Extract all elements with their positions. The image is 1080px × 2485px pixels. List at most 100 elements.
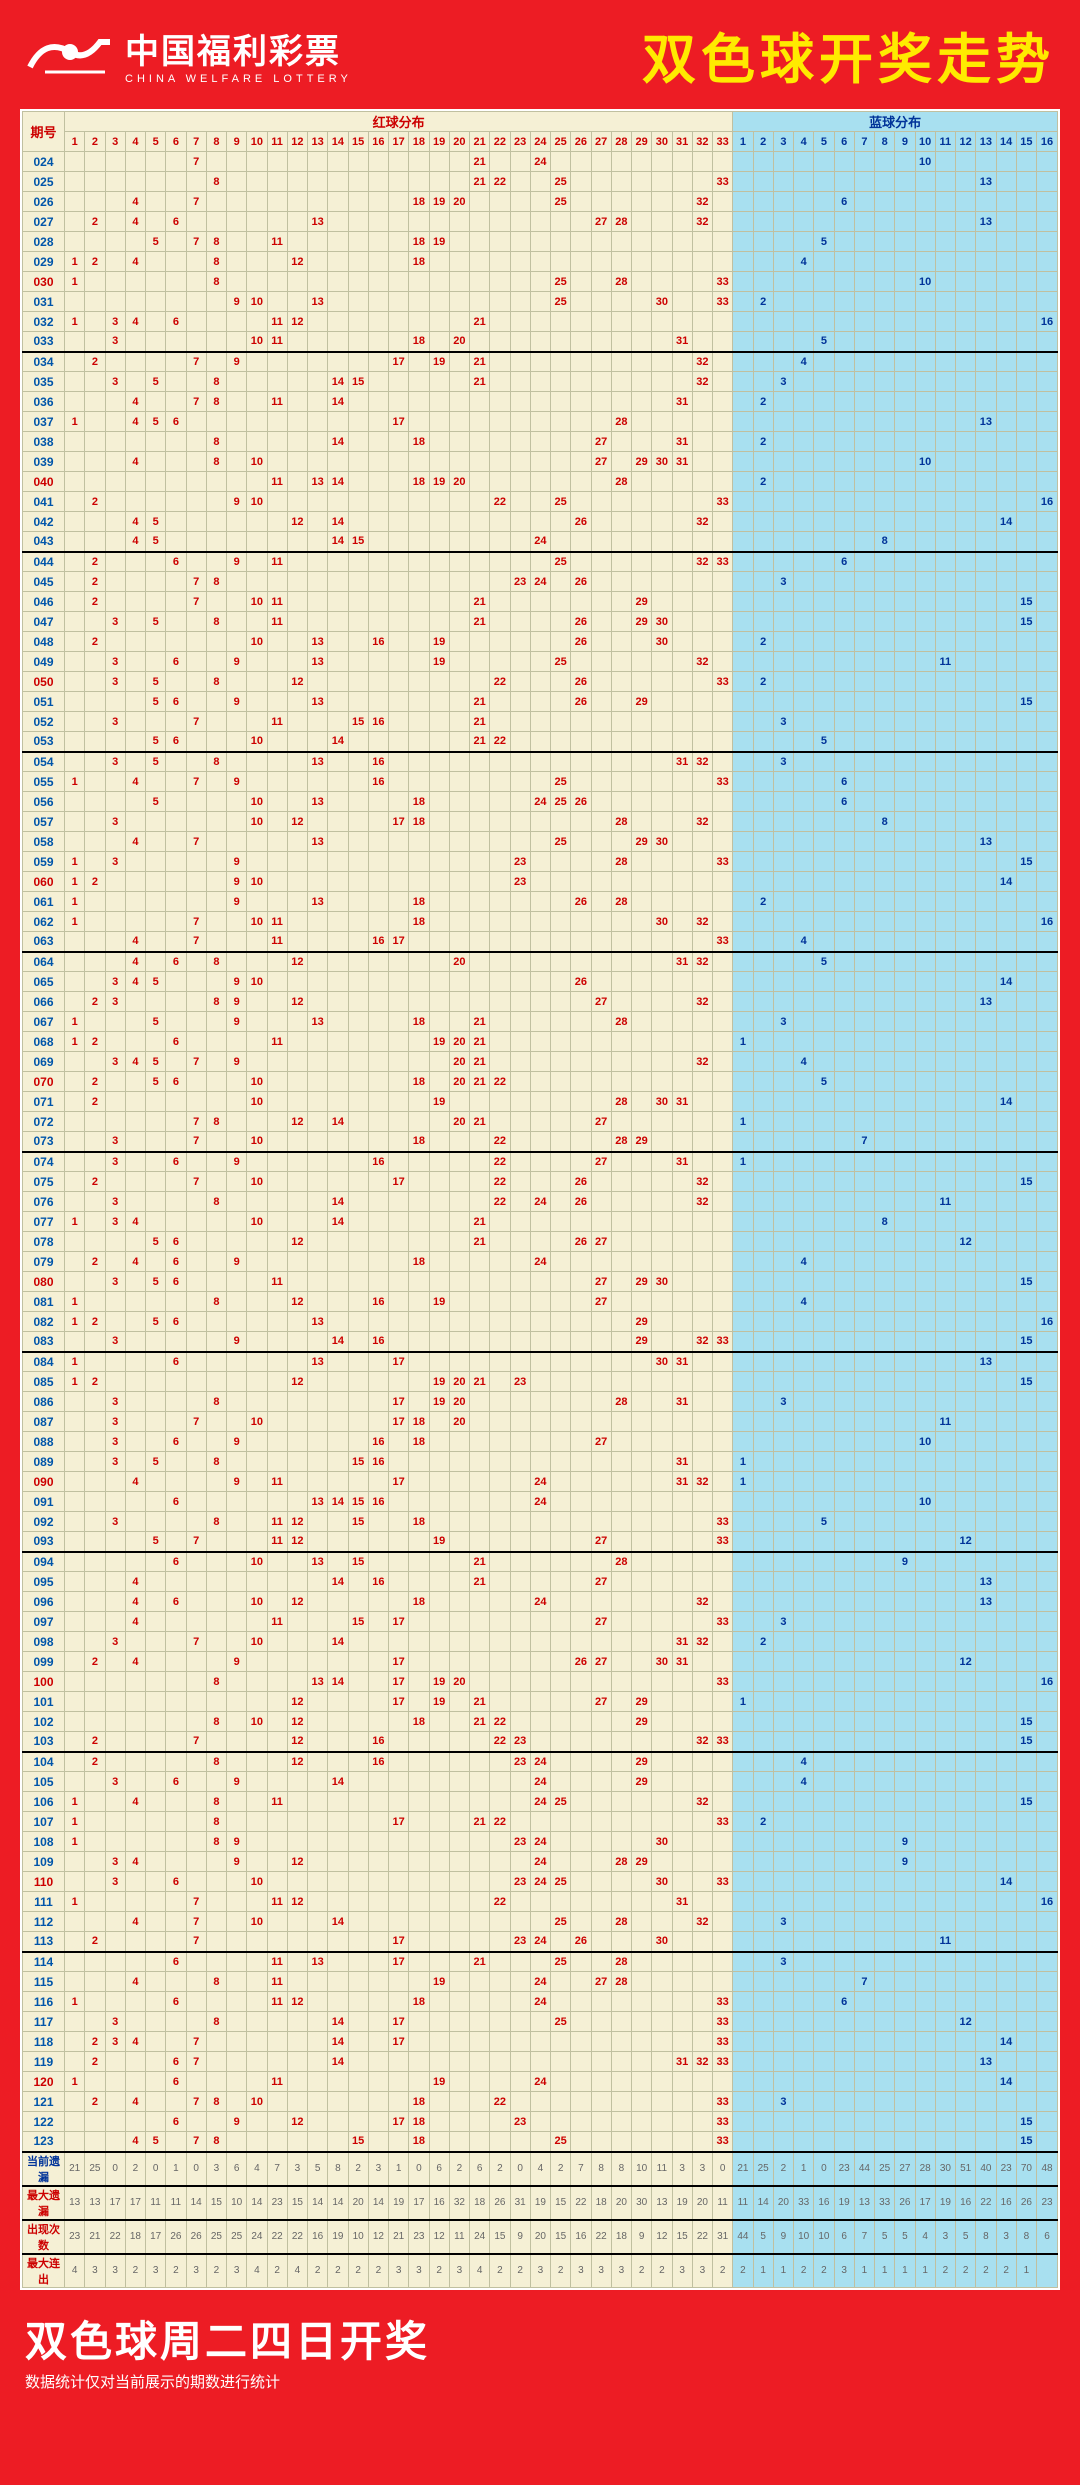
red-miss	[510, 252, 530, 272]
red-miss	[632, 1152, 652, 1172]
red-hit: 11	[267, 232, 287, 252]
red-miss	[632, 1352, 652, 1372]
blue-miss	[834, 992, 854, 1012]
red-miss	[368, 692, 388, 712]
blue-miss	[996, 272, 1016, 292]
blue-miss	[935, 1652, 955, 1672]
red-miss	[308, 312, 328, 332]
blue-miss	[834, 1472, 854, 1492]
blue-miss	[1016, 512, 1036, 532]
red-miss	[308, 1812, 328, 1832]
red-miss	[429, 872, 449, 892]
red-hit: 27	[591, 212, 611, 232]
red-miss	[591, 1492, 611, 1512]
blue-miss	[996, 732, 1016, 752]
red-miss	[85, 1532, 105, 1552]
blue-miss	[935, 1912, 955, 1932]
red-miss	[652, 1552, 672, 1572]
red-miss	[530, 1272, 550, 1292]
blue-miss	[875, 232, 895, 252]
red-miss	[591, 1052, 611, 1072]
blue-miss	[794, 712, 814, 732]
red-miss	[146, 1912, 166, 1932]
blue-miss	[733, 1272, 753, 1292]
blue-miss	[1016, 312, 1036, 332]
red-miss	[328, 1072, 348, 1092]
red-miss	[125, 592, 145, 612]
red-miss	[672, 1532, 692, 1552]
red-miss	[186, 472, 206, 492]
blue-miss	[854, 492, 874, 512]
red-miss	[429, 892, 449, 912]
blue-miss	[915, 172, 935, 192]
red-miss	[530, 1112, 550, 1132]
blue-miss	[1016, 372, 1036, 392]
blue-hit: 8	[875, 532, 895, 552]
blue-miss	[1016, 1912, 1036, 1932]
red-miss	[672, 312, 692, 332]
red-miss	[591, 252, 611, 272]
blue-miss	[773, 972, 793, 992]
blue-miss	[1037, 1592, 1058, 1612]
blue-miss	[875, 472, 895, 492]
red-miss	[429, 1752, 449, 1772]
red-col-1: 1	[65, 132, 85, 152]
blue-miss	[895, 1812, 915, 1832]
red-miss	[368, 952, 388, 972]
red-miss	[652, 1112, 672, 1132]
red-miss	[308, 1712, 328, 1732]
red-hit: 8	[206, 1812, 226, 1832]
red-miss	[652, 1372, 672, 1392]
red-miss	[166, 1852, 186, 1872]
red-hit: 31	[672, 1392, 692, 1412]
red-hit: 13	[308, 1552, 328, 1572]
blue-miss	[834, 472, 854, 492]
blue-hit: 15	[1016, 852, 1036, 872]
red-miss	[692, 1492, 712, 1512]
red-miss	[368, 1132, 388, 1152]
red-miss	[591, 1752, 611, 1772]
red-miss	[206, 1272, 226, 1292]
blue-miss	[875, 1432, 895, 1452]
red-miss	[692, 632, 712, 652]
blue-miss	[773, 152, 793, 172]
red-miss	[591, 652, 611, 672]
red-miss	[125, 1692, 145, 1712]
blue-miss	[895, 1512, 915, 1532]
red-miss	[591, 1352, 611, 1372]
issue-cell: 071	[23, 1092, 65, 1112]
blue-miss	[814, 452, 834, 472]
blue-miss	[935, 512, 955, 532]
red-hit: 7	[186, 1932, 206, 1952]
red-miss	[470, 972, 490, 992]
red-miss	[105, 1112, 125, 1132]
table-row: 0371456172813	[23, 412, 1058, 432]
red-miss	[632, 1412, 652, 1432]
red-miss	[368, 1092, 388, 1112]
blue-miss	[753, 232, 773, 252]
red-miss	[368, 792, 388, 812]
red-hit: 6	[166, 1272, 186, 1292]
red-miss	[146, 1952, 166, 1972]
blue-miss	[935, 692, 955, 712]
red-miss	[267, 532, 287, 552]
red-miss	[713, 432, 733, 452]
blue-miss	[895, 692, 915, 712]
red-hit: 10	[247, 732, 267, 752]
red-miss	[409, 672, 429, 692]
blue-miss	[976, 692, 996, 712]
red-miss	[470, 1312, 490, 1332]
red-miss	[470, 472, 490, 492]
blue-miss	[1016, 1952, 1036, 1972]
blue-miss	[834, 972, 854, 992]
red-miss	[389, 1012, 409, 1032]
blue-miss	[1037, 1512, 1058, 1532]
blue-miss	[733, 1772, 753, 1792]
blue-miss	[814, 1112, 834, 1132]
blue-miss	[976, 1452, 996, 1472]
red-miss	[348, 652, 368, 672]
red-miss	[530, 912, 550, 932]
red-miss	[105, 1832, 125, 1852]
issue-cell: 073	[23, 1132, 65, 1152]
red-miss	[308, 552, 328, 572]
